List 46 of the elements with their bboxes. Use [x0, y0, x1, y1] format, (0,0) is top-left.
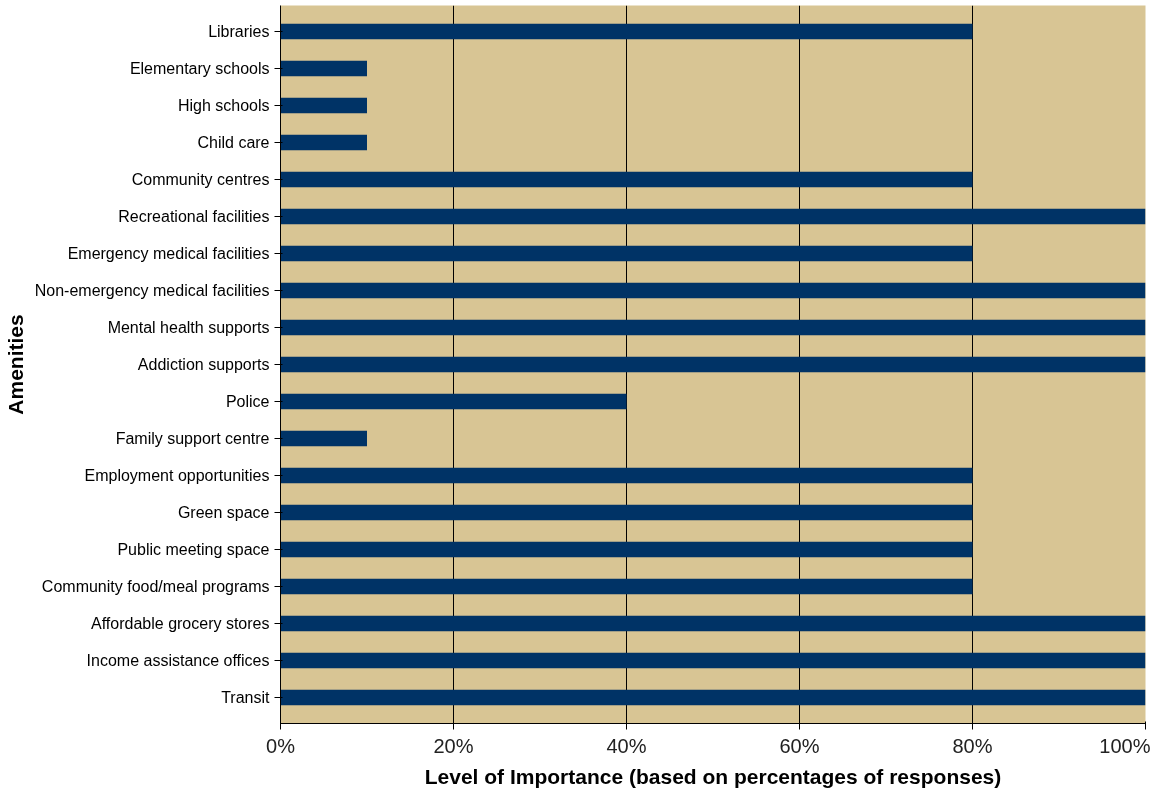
y-tick-label: Elementary schools	[129, 59, 270, 77]
y-tick-label: Employment opportunities	[84, 467, 270, 485]
y-tick-label: Community food/meal programs	[41, 578, 270, 596]
bar	[280, 430, 367, 447]
y-tick-label: Non-emergency medical facilities	[34, 281, 270, 299]
x-tick-label: 0%	[266, 734, 296, 757]
bar	[280, 171, 973, 188]
bar	[280, 134, 367, 151]
bar	[280, 97, 367, 114]
y-tick-label: Libraries	[208, 22, 270, 40]
y-tick-label: Addiction supports	[137, 356, 270, 373]
bar	[280, 504, 973, 521]
bar	[280, 319, 1146, 336]
bar	[280, 23, 973, 40]
bar	[280, 245, 973, 262]
y-tick-label: Income assistance offices	[86, 652, 270, 670]
y-tick-label: High schools	[177, 96, 270, 114]
y-tick-label: Community centres	[131, 170, 270, 188]
bar	[280, 578, 973, 595]
y-tick-label: Recreational facilities	[118, 207, 270, 225]
bar	[280, 615, 1146, 632]
bar	[280, 60, 367, 77]
y-tick-label: Child care	[197, 133, 270, 151]
x-tick-label: 100%	[1099, 734, 1151, 757]
y-tick-label: Public meeting space	[117, 541, 270, 559]
bar	[280, 282, 1146, 299]
y-tick-label: Emergency medical facilities	[67, 244, 270, 262]
bar	[280, 356, 1146, 373]
bar	[280, 689, 1146, 706]
bar	[280, 541, 973, 558]
bar	[280, 652, 1146, 669]
x-tick-label: 40%	[606, 734, 647, 757]
y-tick-label: Transit	[221, 689, 271, 707]
x-tick-label: 80%	[952, 734, 993, 757]
x-tick-label: 60%	[779, 734, 820, 757]
y-tick-label: Affordable grocery stores	[91, 615, 270, 633]
y-tick-label: Family support centre	[115, 430, 270, 448]
bar	[280, 393, 627, 410]
y-tick-label: Mental health supports	[107, 318, 270, 336]
bar	[280, 467, 973, 484]
x-axis-title: Level of Importance (based on percentages of responses)	[424, 764, 1002, 788]
y-tick-label: Green space	[177, 504, 270, 522]
x-tick-label: 20%	[433, 734, 474, 757]
y-axis-title: Amenities	[3, 314, 27, 415]
y-tick-label: Police	[225, 393, 270, 411]
bar	[280, 208, 1146, 225]
